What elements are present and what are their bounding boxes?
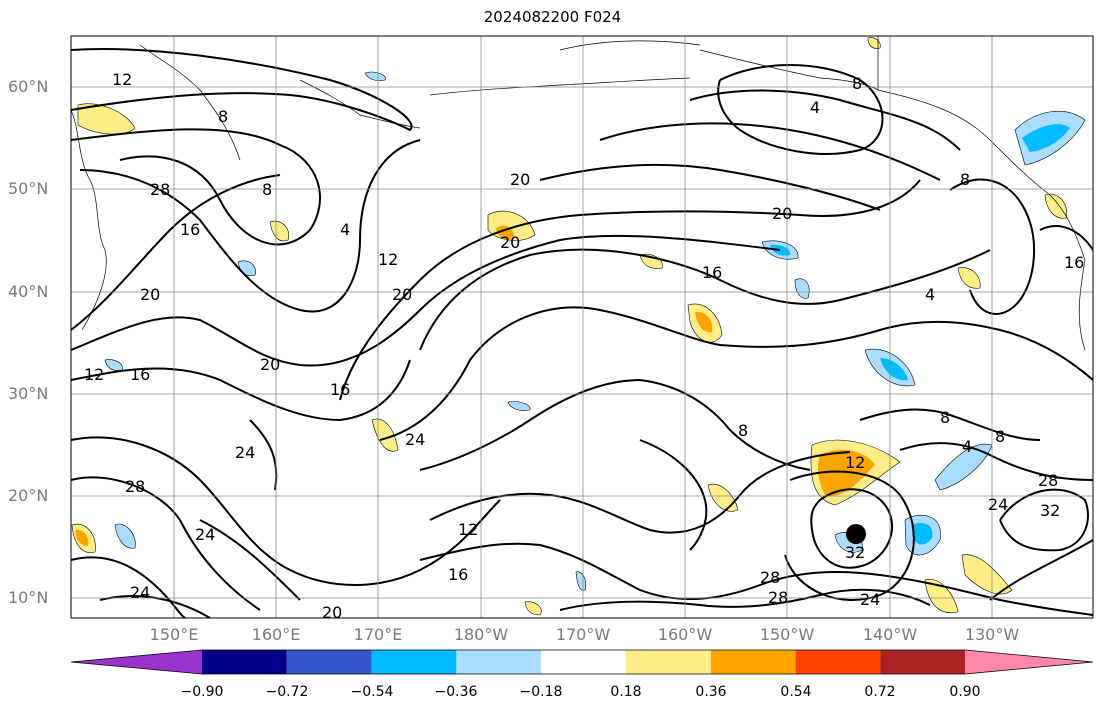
contour-label: 8 [262,180,272,199]
contour-value-labels: 8 4 8 4 12 20 20 20 20 16 4 16 28 16 20 … [84,70,1084,622]
contour-label: 8 [738,421,748,440]
longitude-label: 150°W [759,625,815,644]
colorbar-tick-label: 0.36 [695,684,727,700]
contour-label: 12 [112,70,132,89]
colorbar-segment [965,650,1093,674]
contour-label: 4 [340,220,350,239]
colorbar-tick-label: 0.90 [949,684,981,700]
contour-label: 20 [140,285,160,304]
contour-label: 16 [330,380,350,399]
colorbar-segment [541,650,626,674]
contour-label: 4 [925,285,935,304]
contour-label: 24 [988,495,1008,514]
shaded-negative-regions [104,71,1086,591]
contour-label: 24 [130,583,150,602]
contour-label: 24 [235,443,255,462]
colorbar-tick-label: 0.72 [864,684,896,700]
colorbar-tick-label: 0.54 [780,684,812,700]
contour-label: 16 [180,220,200,239]
colorbar-segment [795,650,881,674]
colorbar-segment [286,650,372,674]
contour-label: 12 [458,520,478,539]
contour-label: 20 [392,285,412,304]
latitude-label: 50°N [8,179,49,198]
longitude-label: 170°W [555,625,611,644]
contour-label: 8 [940,408,950,427]
colorbar-segment [710,650,796,674]
colorbar [70,649,1094,675]
contour-lines [71,48,1093,618]
contour-label: 32 [845,543,865,562]
longitude-label: 160°W [657,625,713,644]
coastlines [71,36,1086,351]
latitude-label: 40°N [8,282,49,301]
colorbar-segment [456,650,542,674]
latitude-label: 20°N [8,486,49,505]
contour-label: 8 [218,107,228,126]
colorbar-segment [626,650,711,674]
longitude-label: 170°E [353,625,403,644]
contour-label: 8 [960,170,970,189]
colorbar-segment [371,650,457,674]
colorbar-tick-label: −0.36 [434,684,478,700]
contour-label: 24 [405,430,425,449]
longitude-label: 150°E [149,625,199,644]
latitude-label: 30°N [8,384,49,403]
longitude-label: 160°E [251,625,301,644]
contour-label: 16 [448,565,468,584]
contour-label: 24 [860,590,880,609]
latitude-label: 10°N [8,588,49,607]
contour-label: 16 [130,365,150,384]
colorbar-tick-label: 0.18 [610,684,642,700]
colorbar-segment [880,650,966,674]
contour-label: 4 [810,98,820,117]
contour-label: 16 [702,263,722,282]
contour-label: 20 [500,233,520,252]
colorbar-tick-label: −0.90 [180,684,224,700]
contour-label: 12 [84,365,104,384]
contour-label: 8 [852,74,862,93]
contour-label: 20 [322,603,342,622]
contour-label: 28 [1038,471,1058,490]
contour-label: 20 [772,204,792,223]
contour-label: 28 [760,568,780,587]
contour-label: 32 [1040,501,1060,520]
colorbar-segment [202,650,287,674]
colorbar-tick-label: −0.72 [265,684,309,700]
latitude-label: 60°N [8,77,49,96]
colorbar-tick-label: −0.54 [350,684,394,700]
contour-label: 28 [125,477,145,496]
storm-center-marker [846,524,866,544]
contour-label: 28 [150,180,170,199]
map-title: 2024082200 F024 [483,8,622,26]
longitude-label: 140°W [862,625,918,644]
contour-label: 4 [962,437,972,456]
map-border [70,35,1094,619]
contour-label: 24 [195,525,215,544]
longitude-label: 180°W [453,625,509,644]
colorbar-tick-label: −0.18 [519,684,563,700]
longitude-label: 130°W [964,625,1020,644]
contour-label: 12 [845,453,865,472]
contour-label: 20 [260,355,280,374]
graticule [71,36,1093,618]
contour-label: 8 [995,427,1005,446]
contour-label: 20 [510,170,530,189]
contour-label: 16 [1064,253,1084,272]
colorbar-segment [71,650,202,674]
contour-label: 12 [378,250,398,269]
contour-label: 28 [768,588,788,607]
